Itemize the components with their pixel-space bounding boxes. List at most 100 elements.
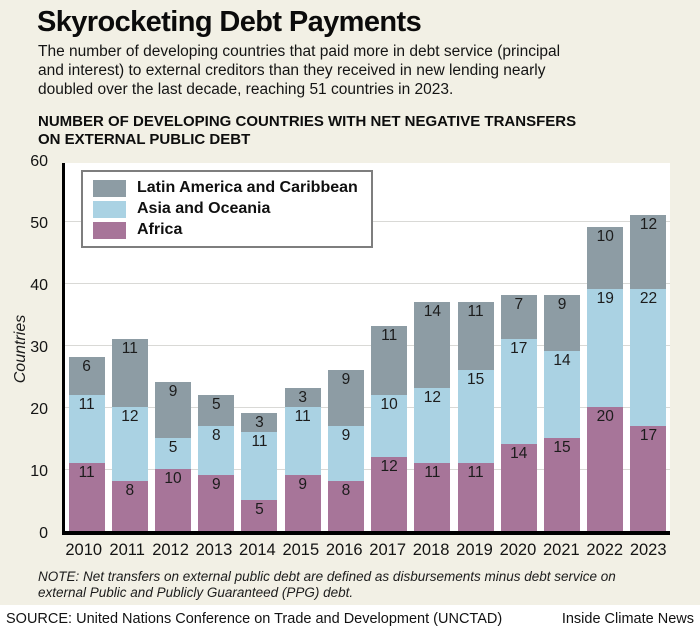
segment-value-label: 10	[164, 470, 182, 487]
segment-value-label: 9	[168, 383, 178, 401]
x-tick-2012: 2012	[152, 541, 189, 559]
legend-swatch-africa	[93, 221, 126, 239]
segment-value-label: 17	[639, 426, 658, 444]
bar-segment-asia-and-oceania-2020: 17	[500, 338, 537, 445]
bar-2017: 12 10 11	[368, 163, 411, 531]
segment-value-label: 22	[639, 290, 658, 308]
segment-value-label: 14	[553, 352, 571, 370]
segment-value-label: 8	[211, 426, 221, 444]
bar-segment-asia-and-oceania-2021: 14	[544, 351, 581, 438]
bar-segment-latin-america-and-caribbean-2015: 3	[284, 388, 321, 408]
bar-segment-asia-and-oceania-2019: 15	[457, 369, 494, 463]
bar-segment-africa-2013: 9	[198, 475, 235, 531]
x-tick-2023: 2023	[629, 541, 667, 559]
bar-segment-latin-america-and-caribbean-2014: 3	[241, 413, 278, 432]
x-tick-2017: 2017	[369, 541, 407, 559]
bar-segment-asia-and-oceania-2018: 12	[414, 388, 451, 463]
segment-value-label: 9	[341, 426, 351, 444]
bar-2010: 11 11 6	[65, 163, 108, 531]
subtitle: The number of developing countries that …	[38, 42, 668, 99]
page-title: Skyrocketing Debt Payments	[37, 6, 422, 38]
bar-segment-africa-2023: 17	[630, 425, 667, 531]
legend-label-africa: Africa	[137, 221, 183, 238]
source-attribution: SOURCE: United Nations Conference on Tra…	[6, 610, 503, 627]
segment-value-label: 10	[596, 228, 614, 246]
x-tick-2010: 2010	[65, 541, 103, 559]
legend: Latin America and Caribbean Asia and Ocea…	[81, 170, 373, 248]
x-tick-2015: 2015	[282, 541, 320, 559]
x-tick-2019: 2019	[456, 541, 493, 559]
bar-segment-latin-america-and-caribbean-2018: 14	[414, 301, 451, 389]
bar-segment-latin-america-and-caribbean-2020: 7	[500, 295, 537, 339]
bar-2016: 8 9 9	[324, 163, 367, 531]
segment-value-label: 11	[467, 463, 484, 481]
publisher-credit: Inside Climate News	[561, 610, 694, 627]
bar-segment-asia-and-oceania-2014: 11	[241, 431, 278, 500]
bar-2012: 10 5 9	[151, 163, 194, 531]
bar-segment-latin-america-and-caribbean-2022: 10	[587, 227, 624, 290]
bar-segment-africa-2020: 14	[500, 444, 537, 531]
chart-header: NUMBER OF DEVELOPING COUNTRIES WITH NET …	[38, 113, 658, 148]
bar-segment-africa-2014: 5	[241, 500, 278, 531]
x-axis-ticks: 2010 2011 2012 2013 2014 2015 2016 2017 2018 2019…	[62, 541, 670, 560]
bar-segment-africa-2012: 10	[155, 469, 192, 531]
bar-2011: 8 12 11	[108, 163, 151, 531]
footnote: NOTE: Net transfers on external public d…	[38, 569, 616, 600]
bar-segment-asia-and-oceania-2011: 12	[111, 407, 148, 482]
segment-value-label: 17	[510, 339, 528, 357]
segment-value-label: 11	[467, 302, 484, 320]
segment-value-label: 20	[596, 408, 614, 425]
bar-segment-africa-2017: 12	[371, 456, 408, 531]
chart-header-line-1: NUMBER OF DEVELOPING COUNTRIES WITH NET …	[38, 113, 577, 130]
bar-segment-asia-and-oceania-2012: 5	[155, 438, 192, 469]
bar-segment-asia-and-oceania-2010: 11	[68, 394, 105, 463]
segment-value-label: 7	[514, 296, 524, 314]
segment-value-label: 9	[298, 476, 308, 494]
x-tick-2011: 2011	[109, 541, 145, 559]
bar-segment-africa-2015: 9	[284, 475, 321, 531]
y-axis-ticks: 0 10 20 30 40 50 60	[0, 153, 56, 542]
segment-value-label: 11	[78, 463, 95, 481]
segment-value-label: 8	[125, 482, 135, 500]
legend-item-latin-america-and-caribbean: Latin America and Caribbean	[93, 179, 358, 197]
bar-segment-africa-2018: 11	[414, 462, 451, 531]
segment-value-label: 15	[466, 370, 485, 388]
bar-segment-latin-america-and-caribbean-2010: 6	[68, 357, 105, 395]
segment-value-label: 11	[424, 463, 441, 481]
x-tick-2022: 2022	[586, 541, 624, 559]
segment-value-label: 15	[553, 439, 571, 456]
segment-value-label: 11	[294, 408, 311, 426]
bar-2020: 14 17 7	[497, 163, 540, 531]
segment-value-label: 3	[298, 389, 308, 407]
bars-container: 11 11 6 8 12 11 10 5 9 9 8 5 5 11 3 9 11 3 8 9 9 12 10 11 11 12 14…	[65, 163, 670, 531]
bar-2023: 17 22 12	[627, 163, 670, 531]
bar-2018: 11 12 14	[411, 163, 454, 531]
segment-value-label: 12	[121, 408, 139, 426]
bar-2013: 9 8 5	[195, 163, 238, 531]
y-tick-40: 40	[30, 277, 48, 294]
segment-value-label: 5	[211, 395, 221, 413]
bar-segment-asia-and-oceania-2013: 8	[198, 425, 235, 476]
x-tick-2018: 2018	[412, 541, 450, 559]
y-tick-0: 0	[39, 525, 48, 542]
legend-label-latin-america-and-caribbean: Latin America and Caribbean	[137, 179, 358, 196]
segment-value-label: 9	[341, 370, 351, 388]
bar-2019: 11 15 11	[454, 163, 497, 531]
gridline-10	[65, 469, 670, 470]
segment-value-label: 3	[255, 414, 264, 432]
bar-segment-latin-america-and-caribbean-2016: 9	[327, 369, 364, 426]
segment-value-label: 12	[639, 215, 658, 233]
bar-segment-africa-2022: 20	[587, 407, 624, 531]
legend-swatch-asia-and-oceania	[93, 200, 126, 218]
segment-value-label: 10	[380, 395, 398, 413]
bar-segment-asia-and-oceania-2016: 9	[327, 425, 364, 482]
y-tick-10: 10	[30, 463, 48, 480]
bar-segment-latin-america-and-caribbean-2012: 9	[155, 382, 192, 438]
legend-item-asia-and-oceania: Asia and Oceania	[93, 200, 358, 218]
bar-segment-africa-2010: 11	[68, 462, 105, 531]
bar-segment-latin-america-and-caribbean-2013: 5	[198, 394, 235, 426]
subtitle-line-3: doubled over the last decade, reaching 5…	[38, 81, 454, 98]
bar-segment-africa-2021: 15	[544, 438, 581, 531]
bar-segment-latin-america-and-caribbean-2017: 11	[371, 326, 408, 395]
x-tick-2021: 2021	[542, 541, 580, 559]
